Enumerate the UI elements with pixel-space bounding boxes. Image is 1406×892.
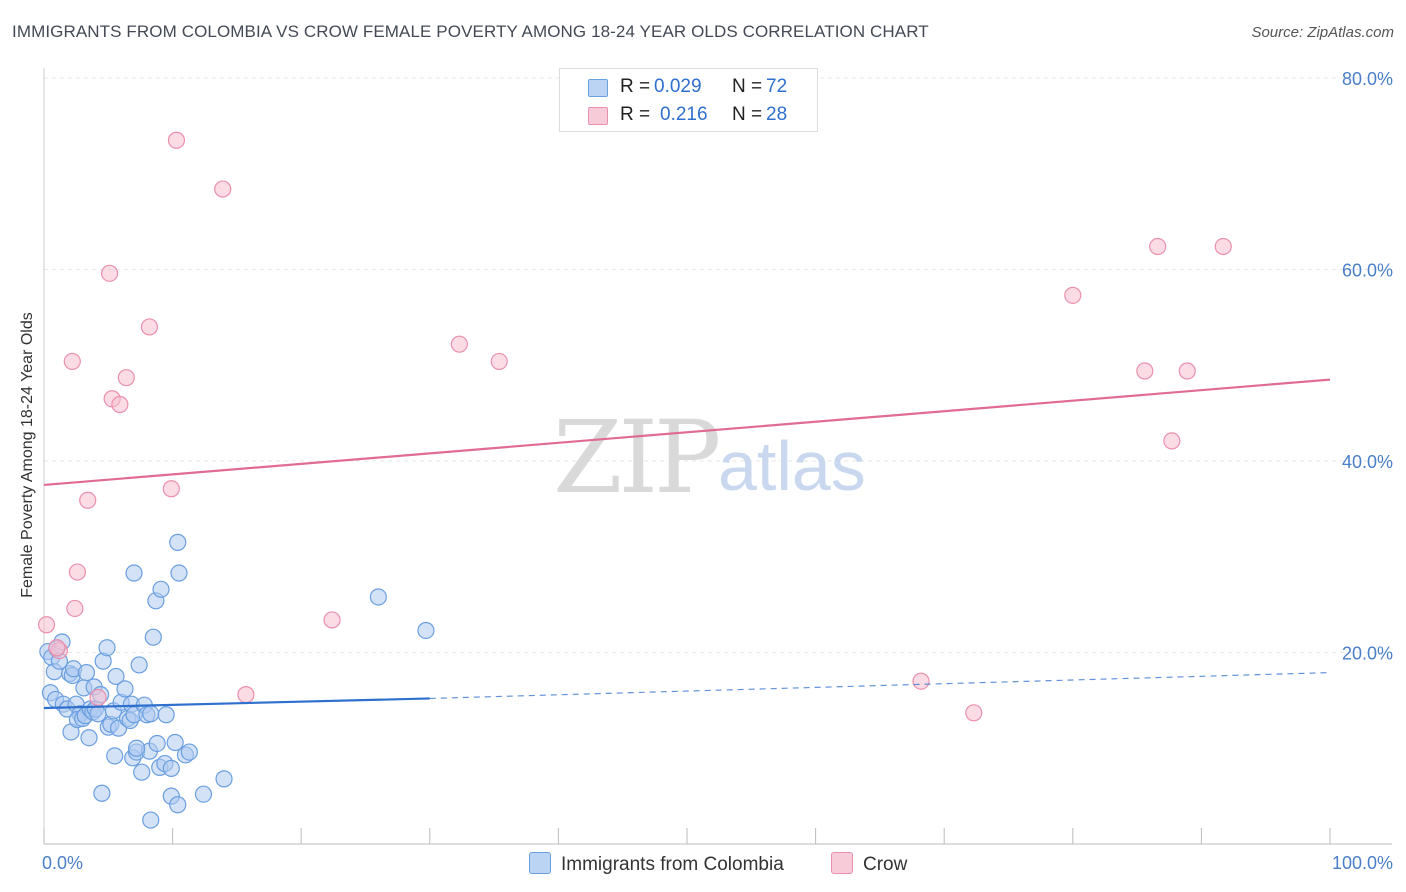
colombia-point	[89, 705, 107, 723]
colombia-point	[148, 734, 166, 753]
colombia-point	[107, 667, 125, 686]
colombia-point	[133, 763, 151, 781]
colombia-point	[93, 784, 111, 802]
crow-point	[100, 264, 119, 282]
series-legend-crow: Crow	[831, 852, 907, 876]
crow-point	[63, 352, 81, 371]
y-tick-label: 60.0%	[1342, 261, 1393, 281]
colombia-point	[169, 796, 187, 814]
crow-point	[167, 131, 186, 149]
colombia-point	[169, 533, 187, 551]
crow-point	[450, 335, 468, 353]
colombia-point	[417, 621, 435, 640]
legend-n-value: 28	[766, 104, 788, 125]
colombia-point	[144, 628, 162, 646]
colombia-trend-line	[43, 697, 430, 710]
crow-point	[490, 352, 508, 371]
colombia-point	[80, 729, 98, 747]
chart-title: IMMIGRANTS FROM COLOMBIA VS CROW FEMALE …	[12, 22, 929, 41]
correlation-legend: R = 0.029 N = 72 R = 0.216 N = 28	[559, 68, 818, 132]
x-tick-label: 0.0%	[42, 853, 83, 873]
crow-point	[323, 611, 341, 629]
crow-point	[37, 616, 56, 634]
colombia-point	[130, 656, 148, 674]
watermark: ZIP atlas	[553, 399, 866, 516]
watermark-atlas: atlas	[718, 427, 866, 505]
series-name-colombia: Immigrants from Colombia	[561, 854, 784, 875]
axes	[43, 68, 1392, 845]
colombia-point	[116, 680, 134, 698]
colombia-point	[170, 564, 188, 582]
legend-r-label: R =	[620, 76, 651, 97]
legend-row-colombia: R = 0.029 N = 72	[560, 73, 817, 101]
y-tick-label: 20.0%	[1342, 644, 1393, 664]
series-name-crow: Crow	[863, 854, 908, 875]
colombia-point	[106, 747, 124, 765]
tick-labels: 20.0% 40.0% 60.0% 80.0% 0.0% 100.0%	[42, 69, 1393, 873]
legend-n-value: 72	[766, 76, 788, 97]
legend-row-crow: R = 0.216 N = 28	[560, 101, 817, 129]
crow-point	[1178, 362, 1196, 380]
legend-r-value: 0.216	[660, 104, 708, 125]
legend-n-label: N =	[732, 104, 763, 125]
y-tick-label: 80.0%	[1342, 69, 1393, 89]
y-tick-label: 40.0%	[1342, 452, 1393, 472]
colombia-point	[142, 705, 160, 723]
colombia-point	[125, 564, 143, 582]
crow-point	[162, 480, 180, 498]
colombia-point	[142, 811, 160, 829]
series-swatch-blue	[529, 852, 551, 874]
colombia-point	[162, 759, 180, 777]
crow-point	[66, 599, 84, 618]
crow-point	[48, 639, 66, 657]
data-points	[37, 131, 1232, 829]
series-swatch-pink	[831, 852, 853, 874]
colombia-point	[369, 588, 387, 606]
crow-point	[214, 180, 232, 198]
crow-point	[111, 395, 129, 414]
crow-point	[912, 672, 930, 690]
colombia-point	[152, 580, 170, 598]
source-note: Source: ZipAtlas.com	[1251, 24, 1394, 41]
crow-point	[1136, 362, 1154, 380]
crow-point	[79, 491, 97, 509]
colombia-point	[98, 639, 116, 657]
crow-point	[237, 686, 255, 704]
colombia-point	[157, 706, 175, 724]
watermark-zip: ZIP	[553, 399, 718, 516]
colombia-point	[215, 770, 233, 788]
colombia-point	[194, 785, 213, 803]
crow-point	[68, 563, 87, 581]
legend-n-label: N =	[732, 76, 763, 97]
crow-point	[1214, 237, 1232, 256]
colombia-point	[166, 733, 184, 752]
crow-point	[117, 369, 135, 387]
crow-point	[1064, 286, 1082, 304]
crow-point	[1163, 432, 1181, 450]
crow-trend-line	[43, 378, 1331, 487]
crow-point	[140, 318, 159, 336]
crow-point	[89, 688, 107, 707]
colombia-trend-extension	[429, 672, 1331, 700]
legend-r-value: 0.029	[654, 76, 702, 97]
legend-r-label: R =	[620, 104, 651, 125]
x-tick-label: 100.0%	[1332, 853, 1393, 873]
legend-swatch-pink	[588, 107, 608, 125]
colombia-point	[127, 739, 146, 757]
colombia-point	[180, 743, 198, 761]
crow-point	[1149, 237, 1167, 256]
crow-point	[965, 704, 983, 722]
series-legend-colombia: Immigrants from Colombia	[529, 852, 784, 876]
trend-lines	[43, 378, 1331, 710]
legend-swatch-blue	[588, 79, 608, 97]
colombia-point	[77, 664, 96, 682]
